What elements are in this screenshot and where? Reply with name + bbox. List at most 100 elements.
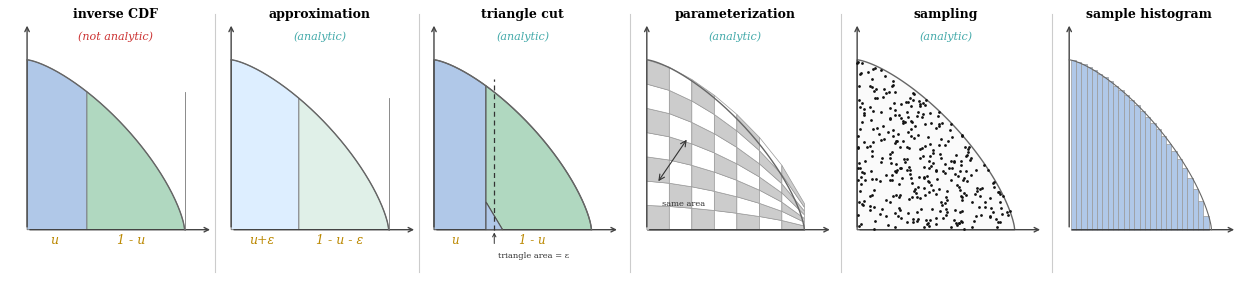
Point <box>895 100 915 104</box>
Point <box>903 194 923 199</box>
Point <box>900 126 920 131</box>
Point <box>920 154 940 158</box>
Polygon shape <box>670 183 692 208</box>
Point <box>990 220 1010 225</box>
Point <box>974 162 994 167</box>
Point <box>890 208 910 212</box>
Point <box>880 106 900 110</box>
Point <box>988 190 1008 194</box>
Point <box>982 206 1002 210</box>
Point <box>920 142 940 147</box>
Point <box>898 110 918 114</box>
Point <box>918 134 938 139</box>
Polygon shape <box>760 177 781 202</box>
Point <box>864 188 884 192</box>
Point <box>993 194 1013 198</box>
Point <box>919 224 939 228</box>
Point <box>863 140 883 144</box>
Polygon shape <box>1187 178 1193 230</box>
Point <box>911 146 931 150</box>
Point <box>860 104 880 109</box>
Point <box>952 133 972 137</box>
Point <box>945 152 965 157</box>
Point <box>972 186 992 191</box>
Point <box>899 210 919 215</box>
Point <box>881 84 901 88</box>
Point <box>906 191 926 196</box>
Point <box>947 223 967 228</box>
Polygon shape <box>486 86 591 230</box>
Polygon shape <box>670 90 692 122</box>
Point <box>881 172 901 177</box>
Point <box>864 205 884 210</box>
Point <box>860 84 880 88</box>
Point <box>850 105 870 110</box>
Polygon shape <box>670 137 692 165</box>
Point <box>950 188 970 192</box>
Point <box>928 114 948 119</box>
Point <box>967 168 987 172</box>
Point <box>970 193 990 198</box>
Point <box>850 126 870 131</box>
Polygon shape <box>1129 100 1134 230</box>
Point <box>885 211 905 216</box>
Point <box>940 121 960 126</box>
Point <box>930 152 950 156</box>
Polygon shape <box>760 217 781 230</box>
Point <box>866 87 886 92</box>
Point <box>931 137 952 142</box>
Text: 1 - u: 1 - u <box>520 235 546 247</box>
Point <box>943 166 963 170</box>
Point <box>903 120 923 124</box>
Polygon shape <box>692 187 715 210</box>
Point <box>926 126 947 130</box>
Point <box>987 225 1007 229</box>
Point <box>900 96 920 100</box>
Polygon shape <box>781 193 804 219</box>
Polygon shape <box>737 197 760 217</box>
Point <box>960 156 980 160</box>
Point <box>915 103 935 108</box>
Polygon shape <box>1198 201 1203 230</box>
Point <box>916 98 936 102</box>
Polygon shape <box>1097 74 1103 230</box>
Point <box>934 161 954 166</box>
Point <box>931 156 952 160</box>
Point <box>851 71 871 76</box>
Point <box>860 204 880 208</box>
Point <box>848 59 868 64</box>
Polygon shape <box>1082 64 1087 230</box>
Point <box>906 210 926 214</box>
Point <box>866 126 886 131</box>
Point <box>908 185 928 190</box>
Point <box>957 153 977 157</box>
Point <box>944 160 964 164</box>
Point <box>935 142 955 147</box>
Point <box>915 121 935 126</box>
Point <box>938 210 958 214</box>
Point <box>952 208 972 213</box>
Polygon shape <box>1134 105 1139 230</box>
Polygon shape <box>28 60 86 230</box>
Point <box>861 117 881 122</box>
Point <box>848 61 868 65</box>
Point <box>918 221 938 225</box>
Point <box>900 172 920 176</box>
Point <box>962 172 982 177</box>
Text: (not analytic): (not analytic) <box>79 31 153 42</box>
Point <box>849 161 869 166</box>
Point <box>999 208 1019 213</box>
Point <box>893 139 913 144</box>
Point <box>901 119 921 124</box>
Point <box>992 212 1012 217</box>
Polygon shape <box>760 164 781 193</box>
Point <box>998 213 1018 217</box>
Polygon shape <box>781 202 804 222</box>
Point <box>933 168 953 173</box>
Point <box>896 219 916 224</box>
Polygon shape <box>692 101 715 134</box>
Polygon shape <box>1113 86 1118 230</box>
Point <box>865 65 885 70</box>
Polygon shape <box>692 122 715 153</box>
Point <box>952 163 972 168</box>
